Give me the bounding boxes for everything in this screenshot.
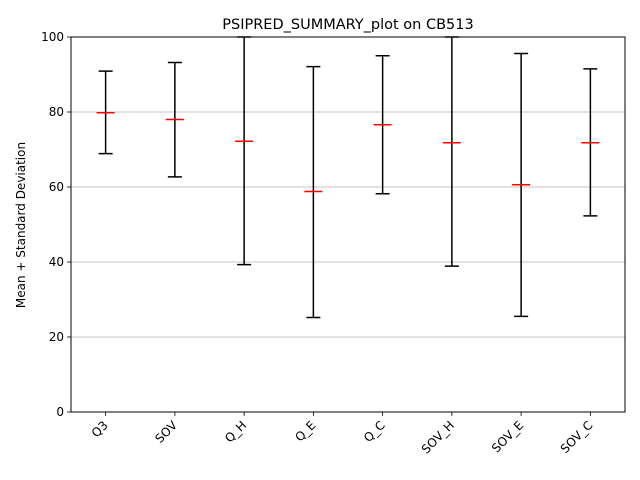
errorbar-Q3: [96, 70, 115, 155]
errorbar-SOV: [165, 61, 184, 178]
y-tick-label: 0: [56, 405, 64, 419]
errorbar-SOV_E: [512, 52, 531, 318]
x-tick-label: SOV: [152, 418, 180, 446]
y-tick-label: 80: [49, 105, 64, 119]
y-axis-ticks: 0 20 40 60 80 100: [41, 30, 71, 419]
errorbar-Q_E: [304, 65, 323, 319]
x-tick-label: SOV_E: [489, 418, 526, 455]
grid-lines: [71, 111, 625, 338]
y-tick-label: 20: [49, 330, 64, 344]
errorbar-SOV_H: [442, 36, 461, 267]
y-tick-label: 40: [49, 255, 64, 269]
y-axis-label: Mean + Standard Deviation: [14, 142, 28, 308]
x-axis-ticks: Q3 SOV Q_H Q_E Q_C SOV_H SOV_E SOV_C: [89, 412, 596, 456]
plot-area-frame: [70, 36, 626, 413]
x-tick-label: Q3: [89, 418, 111, 440]
chart-title: PSIPRED_SUMMARY_plot on CB513: [222, 17, 473, 33]
x-tick-label: Q_C: [361, 418, 388, 445]
errorbar-SOV_C: [581, 68, 600, 217]
errorbar-Q_C: [373, 55, 392, 195]
x-tick-label: SOV_H: [419, 418, 457, 456]
y-tick-label: 60: [49, 180, 64, 194]
error-bars: [96, 36, 600, 319]
x-tick-label: Q_H: [222, 418, 249, 445]
errorbar-Q_H: [235, 36, 254, 266]
y-tick-label: 100: [41, 30, 64, 44]
x-tick-label: SOV_C: [558, 418, 596, 456]
x-tick-label: Q_E: [292, 418, 318, 444]
